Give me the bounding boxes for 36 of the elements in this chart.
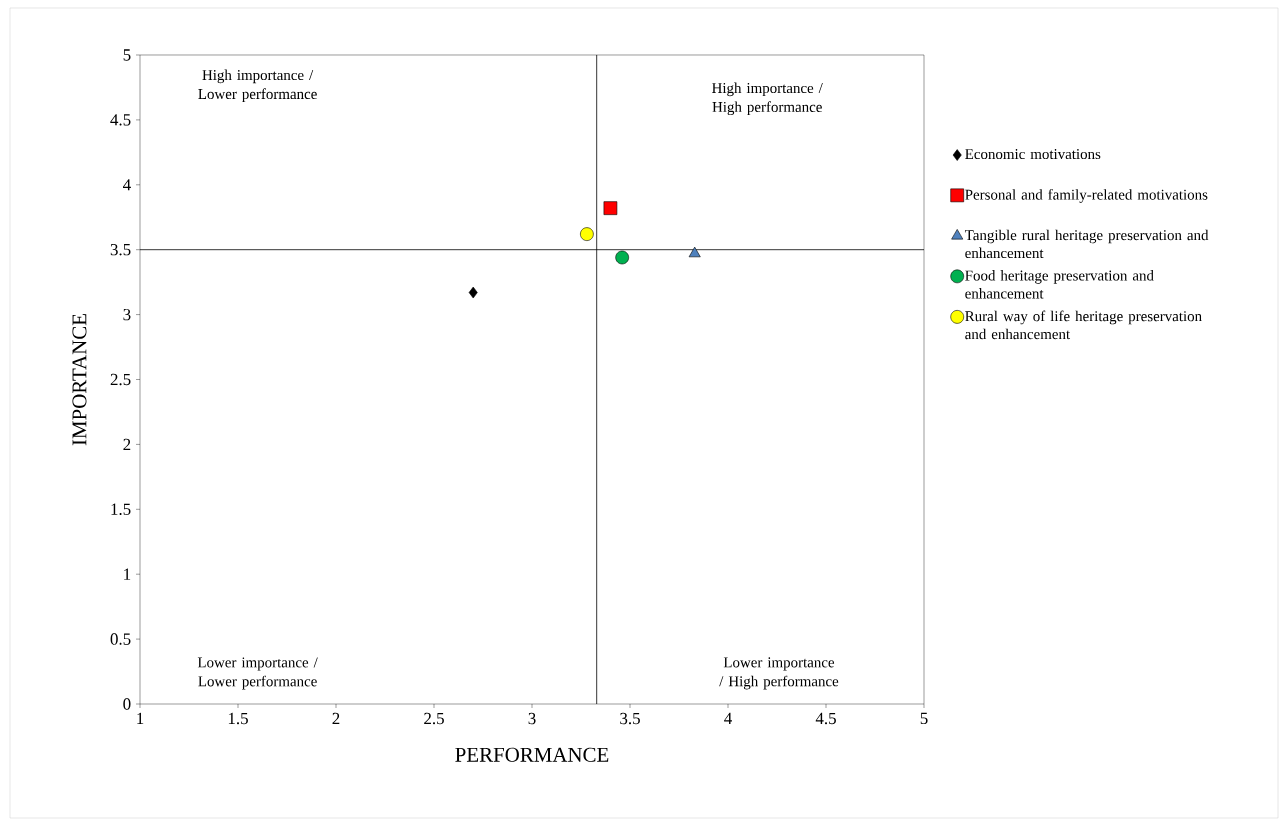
point — [615, 250, 629, 265]
x-tick-label: 3.5 — [620, 712, 640, 725]
y-tick-label: 1 — [124, 568, 131, 580]
annotation: Lower importance / Lower performance — [197, 657, 318, 690]
x-tick-label: 4.5 — [815, 712, 836, 725]
x-tick-label: 2.5 — [424, 712, 444, 725]
annotation: High importance / High performance — [712, 82, 823, 116]
y-tick-label: 1.5 — [111, 503, 131, 515]
x-tick-label: 5 — [920, 712, 928, 725]
y-tick-label: 5 — [123, 49, 131, 61]
y-tick-label: 0.5 — [110, 633, 131, 645]
legend-label: Economic motivations — [965, 149, 1101, 160]
x-tick-label: 2 — [332, 712, 340, 725]
x-tick-label: 4 — [724, 712, 732, 724]
annotation: Lower importance / High performance — [719, 657, 839, 690]
x-tick-label: 1 — [137, 712, 144, 725]
legend-label: Rural way of life heritage preservation and enhancement — [965, 310, 1202, 340]
point — [688, 246, 701, 258]
y-tick-label: 0 — [123, 698, 131, 710]
y-tick-label: 3.5 — [110, 243, 131, 256]
y-axis-title: IMPORTANCE — [72, 314, 87, 446]
y-tick-label: 2 — [123, 438, 131, 451]
legend-label: Tangible rural heritage preservation and enhancement — [964, 229, 1209, 259]
legend-label: Personal and family-related motivations — [965, 189, 1208, 203]
point — [468, 286, 478, 299]
x-axis-title: PERFORMANCE — [455, 747, 609, 762]
point — [580, 227, 594, 241]
annotation: High importance / Lower performance — [198, 69, 317, 103]
y-tick-label: 2.5 — [110, 373, 131, 386]
x-tick-label: 1.5 — [228, 712, 248, 725]
y-tick-label: 3 — [123, 308, 131, 321]
x-tick-label: 3 — [528, 712, 536, 725]
y-tick-label: 4.5 — [110, 114, 131, 126]
y-tick-label: 4 — [123, 179, 131, 191]
point — [603, 201, 618, 215]
legend-label: Food heritage preservation and enhancement — [965, 270, 1154, 299]
